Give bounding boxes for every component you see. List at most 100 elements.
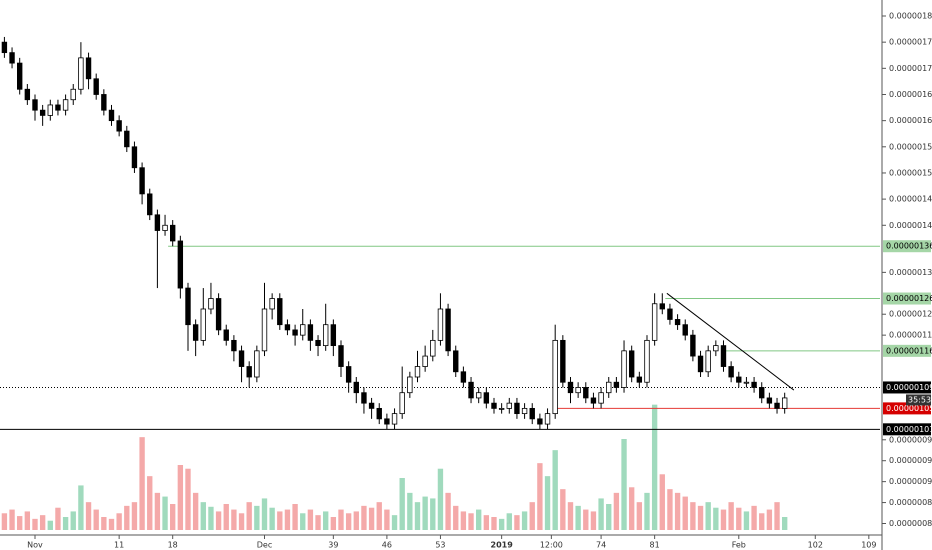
volume-bar xyxy=(361,505,367,530)
volume-bar xyxy=(636,502,643,530)
candle-body xyxy=(17,62,23,90)
price-level-label: 0.00000101 xyxy=(886,425,932,434)
x-tick-label: Feb xyxy=(732,541,746,550)
candle-body xyxy=(430,339,436,357)
volume-bar xyxy=(728,502,734,530)
volume-bar xyxy=(659,474,665,530)
volume-bar xyxy=(254,505,260,530)
volume-bar xyxy=(453,505,459,530)
candle-body xyxy=(368,402,375,409)
candle-body xyxy=(139,167,145,195)
volume-bar xyxy=(629,487,635,530)
candle-body xyxy=(544,413,551,425)
candle-body xyxy=(192,324,199,341)
volume-bar xyxy=(185,468,191,530)
price-level-badge xyxy=(883,423,931,436)
x-tick-label: 18 xyxy=(168,541,178,550)
candle-body xyxy=(215,298,222,331)
volume-bar xyxy=(47,520,53,530)
candle-body xyxy=(728,366,734,378)
volume-bar xyxy=(246,502,252,530)
candle-body xyxy=(651,303,658,341)
volume-bar xyxy=(93,509,99,530)
candle-body xyxy=(124,130,130,148)
candle-body xyxy=(24,88,31,101)
candle-body xyxy=(277,298,283,326)
x-tick-label: 102 xyxy=(808,541,823,550)
volume-bar xyxy=(476,509,482,530)
candle-body xyxy=(131,146,138,169)
volume-bar xyxy=(613,492,620,530)
y-tick-label: 0.00000123 xyxy=(889,310,932,319)
candle-body xyxy=(445,308,451,352)
candle-body xyxy=(437,308,444,341)
volume-bar xyxy=(445,492,451,530)
y-tick-label: 0.00000099 xyxy=(889,435,932,444)
candle-body xyxy=(506,402,512,409)
volume-bar xyxy=(674,492,681,530)
candle-body xyxy=(261,308,268,352)
candle-body xyxy=(338,345,344,367)
volume-bar xyxy=(345,513,352,530)
volume-bar xyxy=(323,511,329,530)
candle-body xyxy=(300,324,306,336)
x-tick-label: 12:00 xyxy=(540,541,563,550)
volume-bar xyxy=(774,502,780,530)
candle-body xyxy=(674,319,681,326)
volume-bar xyxy=(277,511,283,530)
candle-body xyxy=(185,287,191,326)
volume-bar xyxy=(506,513,512,530)
volume-bar xyxy=(391,515,398,530)
volume-bar xyxy=(108,518,115,530)
volume-bar xyxy=(713,507,719,530)
volume-bar xyxy=(736,507,742,530)
volume-bar xyxy=(162,496,168,530)
volume-bar xyxy=(560,489,566,530)
volume-bar xyxy=(598,498,604,530)
volume-bar xyxy=(529,502,535,530)
volume-bar xyxy=(468,513,474,530)
candle-body xyxy=(468,381,474,399)
candle-body xyxy=(682,324,688,336)
candle-body xyxy=(391,413,398,425)
candle-body xyxy=(766,397,773,404)
candle-body xyxy=(560,339,566,383)
candle-body xyxy=(353,381,359,394)
candle-body xyxy=(613,381,620,388)
candle-body xyxy=(697,355,704,373)
volume-bar xyxy=(514,515,520,530)
volume-bar xyxy=(498,518,505,530)
y-tick-label: 0.00000091 xyxy=(889,477,932,486)
volume-bar xyxy=(782,517,788,530)
candle-body xyxy=(269,298,275,310)
volume-bar xyxy=(751,505,757,530)
candle-body xyxy=(628,350,635,378)
candle-body xyxy=(101,94,107,111)
candle-body xyxy=(376,407,382,420)
volume-bar xyxy=(552,450,558,530)
volume-bar xyxy=(437,468,444,530)
volume-bar xyxy=(414,502,421,530)
candle-body xyxy=(322,324,329,347)
volume-bar xyxy=(223,504,229,530)
y-tick-label: 0.00000165 xyxy=(889,90,932,99)
candle-body xyxy=(238,350,245,367)
candle-body xyxy=(307,324,314,341)
candle-body xyxy=(361,392,367,404)
y-tick-label: 0.00000095 xyxy=(889,456,932,465)
volume-bar xyxy=(300,513,306,530)
volume-bar xyxy=(200,502,206,530)
candle-body xyxy=(231,339,237,352)
volume-bar xyxy=(697,505,704,530)
candle-body xyxy=(453,350,459,373)
volume-bar xyxy=(124,505,130,530)
volume-bar xyxy=(261,498,268,530)
candle-body xyxy=(781,397,788,409)
y-tick-label: 0.00000119 xyxy=(889,331,932,340)
candle-body xyxy=(254,350,260,378)
x-tick-label: 46 xyxy=(382,541,392,550)
candle-body xyxy=(644,339,650,383)
volume-bar xyxy=(690,502,696,530)
